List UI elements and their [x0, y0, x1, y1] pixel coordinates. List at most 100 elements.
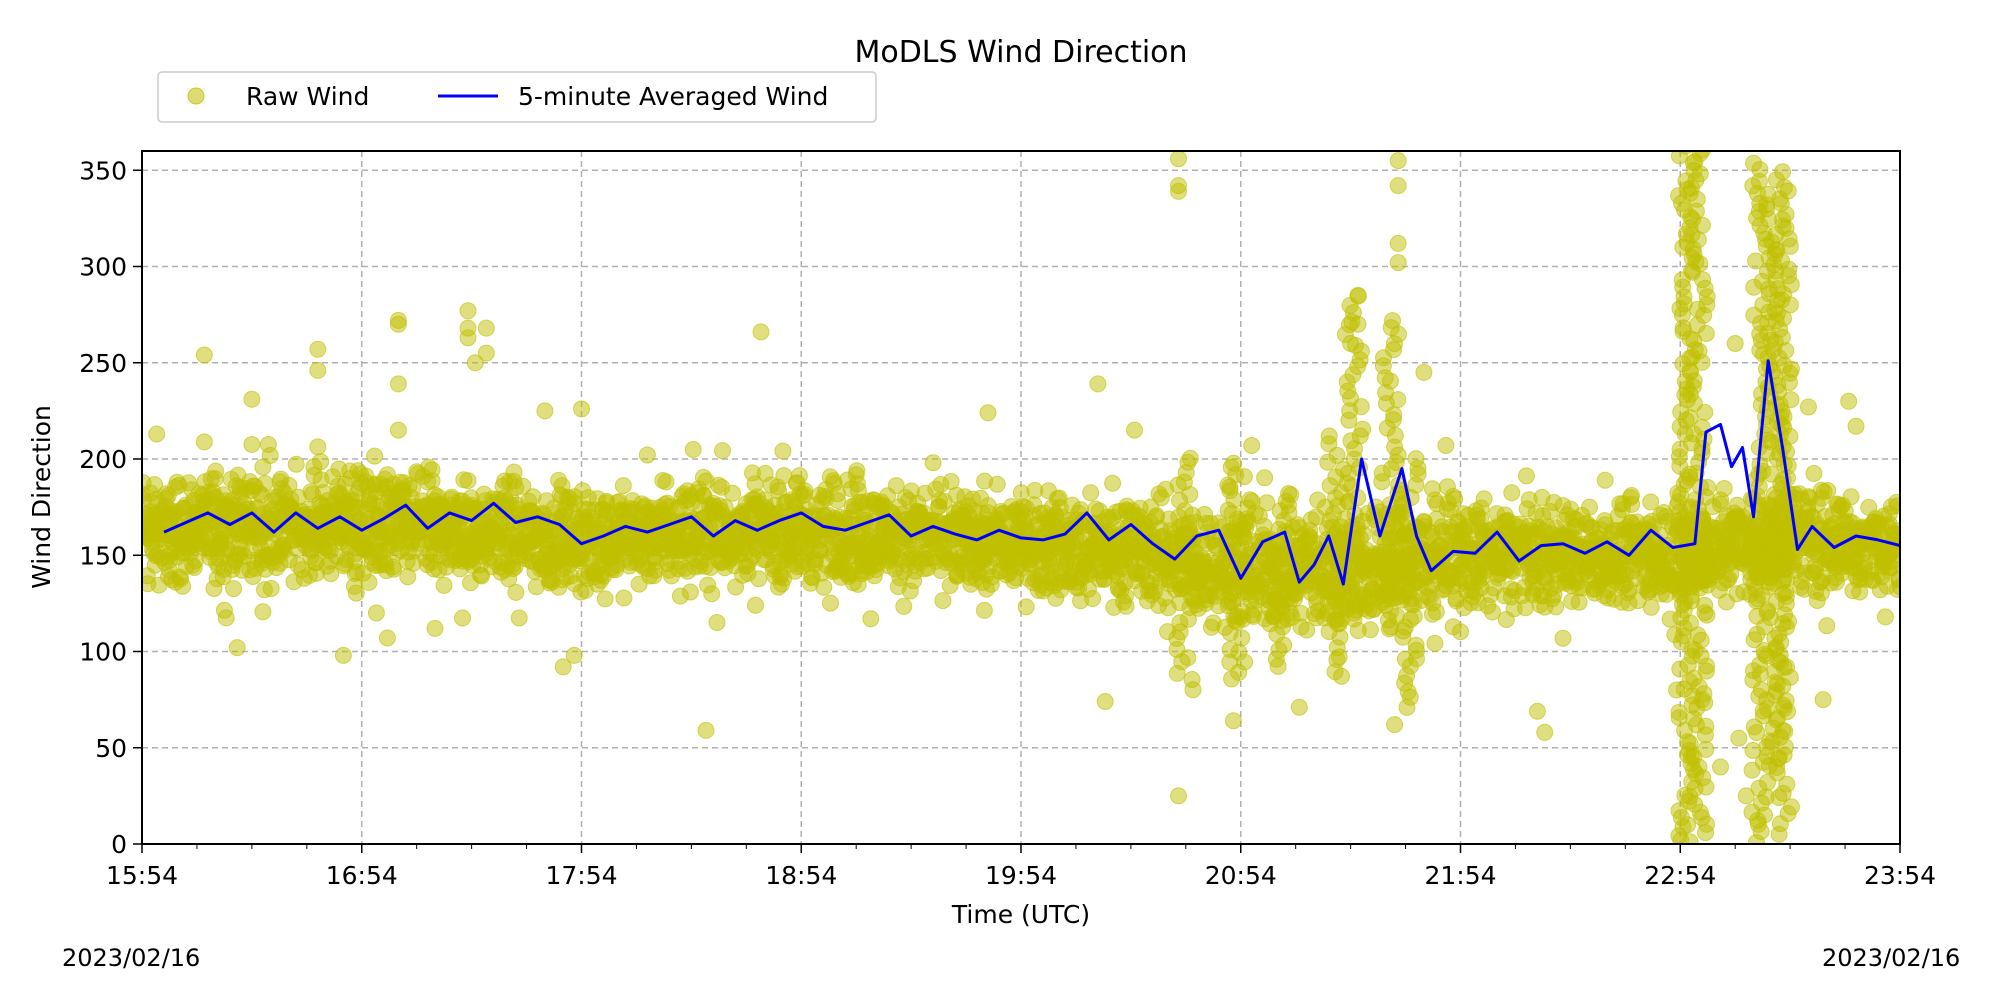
raw-wind-point [225, 580, 243, 598]
raw-wind-point [1224, 712, 1242, 730]
raw-wind-point [1290, 698, 1308, 716]
raw-wind-point [309, 361, 327, 379]
legend-averaged-wind-label: 5-minute Averaged Wind [518, 82, 828, 111]
x-tick-label: 23:54 [1864, 861, 1936, 890]
raw-wind-point [1437, 437, 1455, 454]
raw-wind-point [1232, 608, 1250, 626]
raw-wind-point [195, 346, 213, 364]
raw-wind-point [1170, 787, 1187, 805]
raw-wind-point [1819, 482, 1837, 499]
raw-wind-point [1256, 469, 1274, 487]
raw-wind-point [507, 583, 525, 601]
raw-wind-point [615, 589, 633, 607]
raw-wind-point [1581, 498, 1598, 516]
raw-wind-point [477, 319, 495, 337]
raw-wind-point [1389, 234, 1407, 252]
chart-title: MoDLS Wind Direction [854, 35, 1187, 70]
raw-wind-point [261, 447, 279, 464]
raw-wind-point [1170, 151, 1187, 168]
raw-wind-point [256, 475, 274, 492]
raw-wind-point [1426, 634, 1444, 652]
raw-wind-point [384, 558, 402, 576]
raw-wind-point [1104, 474, 1122, 492]
raw-wind-point [1279, 568, 1297, 586]
raw-wind-point [895, 597, 913, 615]
raw-wind-point [1089, 375, 1107, 393]
y-tick-label: 300 [79, 253, 127, 282]
raw-wind-point [1386, 716, 1404, 734]
raw-wind-point [1730, 729, 1748, 747]
raw-wind-point [423, 472, 441, 490]
raw-wind-point [1361, 621, 1379, 639]
raw-wind-point [536, 402, 554, 420]
raw-wind-point [1805, 465, 1823, 482]
raw-wind-point [752, 323, 770, 341]
raw-wind-point [1682, 614, 1699, 632]
x-axis-ticks: 15:54 16:54 17:54 18:54 19:54 20:54 21:54 22:54… [106, 844, 1936, 890]
raw-wind-point [657, 473, 675, 491]
raw-wind-point [367, 604, 385, 622]
raw-wind-point [426, 619, 444, 637]
raw-wind-point [596, 590, 614, 608]
raw-wind-point [1693, 691, 1711, 709]
raw-wind-point [1770, 825, 1788, 843]
raw-wind-point [1642, 598, 1660, 616]
raw-wind-point [924, 454, 942, 472]
raw-wind-point [1783, 360, 1800, 378]
raw-wind-point [174, 577, 192, 595]
raw-wind-point [287, 455, 305, 473]
raw-wind-point [1349, 315, 1367, 333]
x-tick-label: 15:54 [106, 861, 178, 890]
raw-wind-point [1726, 335, 1744, 352]
raw-wind-point [1389, 152, 1407, 170]
raw-wind-point [1840, 392, 1858, 410]
raw-wind-point [459, 329, 477, 347]
raw-wind-point [862, 610, 880, 628]
raw-wind-point [514, 477, 532, 495]
raw-wind-point [1183, 671, 1201, 688]
raw-wind-point [1243, 437, 1261, 454]
raw-wind-point [510, 609, 528, 627]
raw-wind-point [360, 573, 378, 591]
raw-wind-point [1696, 596, 1714, 614]
raw-wind-point [1681, 788, 1699, 806]
x-tick-label: 19:54 [985, 861, 1057, 890]
raw-wind-point [1446, 490, 1464, 508]
raw-wind-point [1084, 590, 1102, 607]
legend-raw-wind-marker [187, 87, 205, 105]
raw-wind-point [1778, 658, 1795, 676]
y-tick-label: 350 [79, 156, 127, 185]
raw-wind-point [1681, 734, 1699, 752]
raw-wind-point [195, 433, 213, 451]
raw-wind-point [347, 584, 365, 602]
raw-wind-point [378, 629, 396, 647]
raw-wind-point [228, 639, 246, 657]
raw-wind-point [322, 565, 340, 583]
raw-wind-point [243, 436, 261, 453]
raw-wind-point [1694, 151, 1712, 159]
y-tick-label: 0 [111, 830, 127, 859]
x-axis-label: Time (UTC) [951, 900, 1090, 929]
raw-wind-point [703, 585, 721, 603]
end-date-label: 2023/02/16 [1822, 944, 1961, 972]
raw-wind-point [1668, 681, 1686, 699]
raw-wind-point [1181, 449, 1199, 467]
raw-wind-point [1889, 497, 1900, 515]
raw-wind-point [148, 425, 166, 443]
legend-raw-wind-label: Raw Wind [246, 82, 369, 111]
raw-wind-point [1452, 623, 1469, 641]
x-tick-label: 20:54 [1205, 861, 1277, 890]
raw-wind-point [1679, 816, 1697, 834]
raw-wind-point [207, 462, 225, 480]
raw-wind-point [1318, 604, 1336, 622]
raw-wind-point [1126, 421, 1143, 439]
raw-wind-point [1847, 417, 1865, 435]
raw-wind-point [309, 340, 327, 358]
raw-wind-point [1298, 621, 1316, 639]
raw-wind-point [1715, 480, 1733, 497]
raw-wind-point [790, 467, 808, 485]
raw-wind-point [1818, 617, 1836, 635]
raw-wind-point [1280, 485, 1298, 502]
raw-wind-point [1842, 488, 1860, 506]
